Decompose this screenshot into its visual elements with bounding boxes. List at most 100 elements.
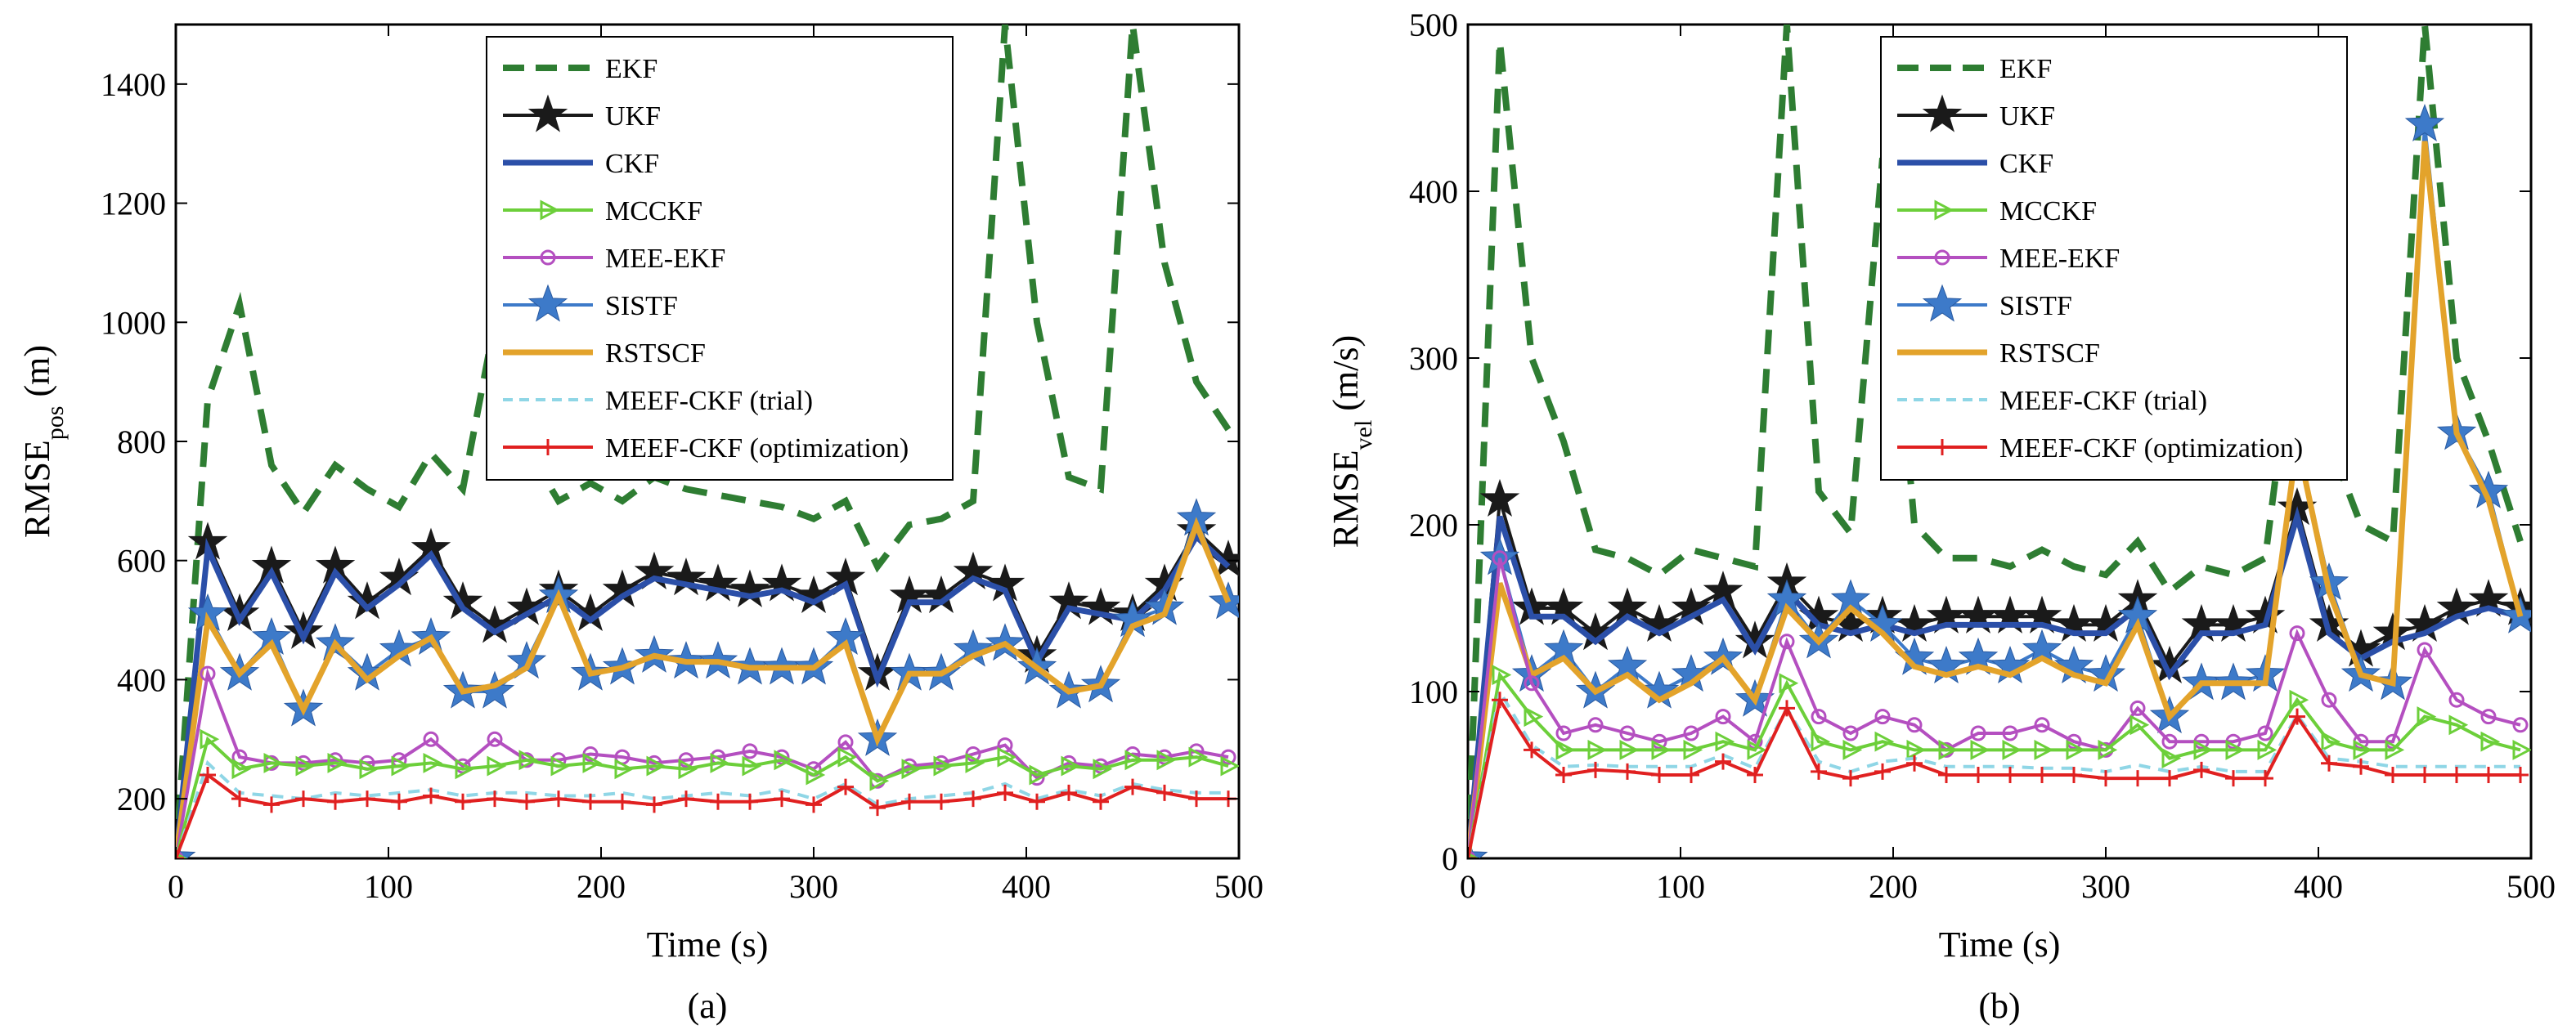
series-ekf [176, 25, 1232, 858]
data-point-marker [1555, 739, 1576, 760]
data-point-marker [774, 750, 794, 771]
data-point-marker [2129, 714, 2150, 736]
x-tick-label: 300 [789, 868, 838, 905]
y-tick-label: 1400 [101, 66, 166, 103]
legend-label: SISTF [1999, 291, 2072, 321]
x-tick-label: 100 [1656, 868, 1705, 905]
legend-entry-sistf: SISTF [1897, 284, 2072, 322]
data-point-marker [1524, 741, 1540, 759]
data-point-marker [1029, 764, 1049, 786]
data-point-marker [1492, 550, 1508, 566]
legend-label: CKF [605, 149, 659, 179]
data-point-marker [295, 790, 312, 808]
data-point-marker [1779, 634, 1795, 650]
data-point-marker [391, 755, 411, 777]
data-point-marker [1715, 753, 1731, 770]
y-tick-label: 400 [1409, 173, 1458, 210]
series-line [1468, 695, 2520, 858]
data-point-marker [1906, 717, 1923, 733]
data-point-marker [2289, 625, 2305, 642]
data-point-marker [742, 755, 762, 777]
panel-b: 0 100 200 300 400 500 0 100 200 300 400 500 Time (s… [1326, 7, 2556, 1026]
plot-frame [1466, 23, 2533, 860]
data-point-marker [2321, 731, 2341, 752]
legend-label: CKF [1999, 149, 2053, 179]
data-point-marker [742, 743, 758, 759]
legend-marker [1934, 199, 1954, 221]
data-point-marker [997, 784, 1013, 801]
data-point-marker [2321, 692, 2337, 708]
legend-label: SISTF [605, 291, 678, 321]
legend-entry-mcckf: MCCKF [503, 196, 702, 226]
data-point-marker [423, 731, 439, 747]
data-point-marker [2257, 725, 2273, 741]
y-axis-label: RMSEpos (m) [17, 345, 69, 538]
data-point-marker [1093, 759, 1113, 780]
data-point-marker [1970, 767, 1986, 783]
plot-series-area [176, 25, 1239, 858]
data-point-marker [1555, 767, 1572, 783]
series-line [176, 25, 1232, 858]
legend-entry-ukf: UKF [1897, 94, 2055, 132]
data-point-marker [359, 790, 375, 808]
data-point-marker [327, 752, 348, 773]
legend-label: MEEF-CKF (optimization) [1999, 433, 2303, 464]
data-point-marker [231, 790, 248, 808]
legend-marker [540, 199, 560, 221]
legend-label: MEE-EKF [605, 244, 725, 274]
data-point-marker [729, 569, 770, 607]
x-tick-label: 500 [2506, 868, 2556, 905]
data-point-marker [997, 746, 1017, 768]
legend-label: RSTSCF [605, 338, 706, 369]
data-point-marker [1811, 731, 1831, 752]
data-point-marker [1587, 739, 1608, 760]
series-ckf [176, 532, 1231, 858]
legend-entry-sistf: SISTF [503, 284, 678, 322]
series-rstscf [176, 517, 1232, 858]
legend-entry-ckf: CKF [1897, 149, 2053, 179]
data-point-marker [2002, 767, 2018, 783]
data-point-marker [2161, 748, 2182, 769]
data-point-marker [614, 793, 631, 810]
data-point-marker [678, 790, 694, 808]
data-point-marker [1124, 750, 1145, 771]
data-point-marker [1811, 763, 1827, 780]
series-mcckf [1468, 665, 2531, 858]
data-point-marker [2512, 767, 2529, 783]
legend-entry-rstscf: RSTSCF [1897, 338, 2100, 369]
data-point-marker [200, 767, 216, 783]
data-point-marker [2321, 755, 2337, 772]
legend-entry-rstscf: RSTSCF [503, 338, 706, 369]
data-point-marker [2034, 739, 2054, 760]
data-point-marker [2500, 595, 2531, 634]
x-tick-label: 100 [364, 868, 413, 905]
data-point-marker [965, 790, 981, 808]
data-point-marker [2512, 717, 2529, 733]
data-point-marker [487, 790, 503, 808]
data-point-marker [487, 755, 507, 777]
data-point-marker [901, 793, 918, 810]
y-axis-label: RMSEvel (m/s) [1326, 335, 1377, 548]
data-point-marker [2448, 692, 2465, 708]
y-tick-label: 400 [117, 661, 166, 698]
data-point-marker [327, 793, 343, 810]
legend-entry-ckf: CKF [503, 149, 659, 179]
data-point-marker [423, 752, 443, 773]
data-point-marker [2034, 767, 2050, 783]
series-line [176, 532, 1231, 858]
legend-entry-ekf: EKF [1897, 54, 2052, 84]
data-point-marker [2417, 767, 2433, 783]
data-point-marker [1779, 673, 1799, 694]
data-point-marker [869, 799, 886, 817]
data-point-marker [1683, 725, 1699, 741]
data-point-marker [1093, 793, 1109, 810]
data-point-marker [550, 755, 571, 777]
data-point-marker [901, 759, 922, 780]
data-point-marker [2289, 689, 2309, 710]
data-point-marker [646, 796, 662, 813]
x-tick-label: 200 [577, 868, 626, 905]
data-point-marker [1842, 770, 1859, 787]
y-tick-label: 200 [1409, 507, 1458, 544]
data-point-marker [2417, 642, 2433, 658]
data-point-marker [1842, 739, 1863, 760]
